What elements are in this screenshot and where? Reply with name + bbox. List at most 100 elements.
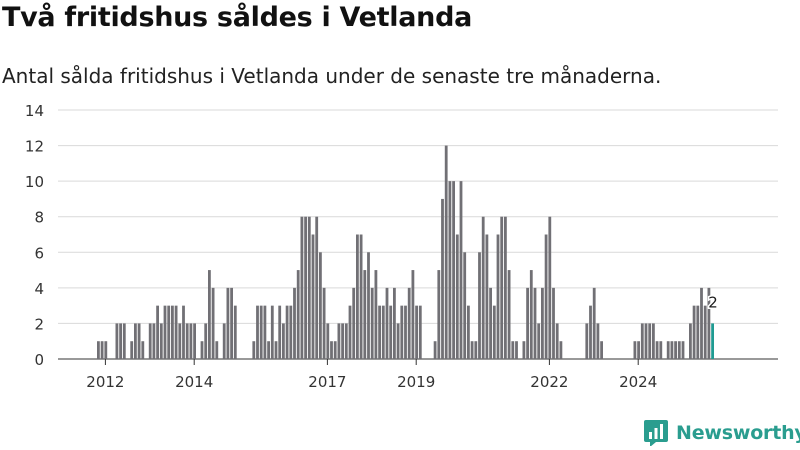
newsworthy-logo-icon (644, 420, 668, 446)
bar (359, 234, 363, 359)
bar (544, 234, 548, 359)
bar (659, 341, 663, 359)
bar (500, 216, 504, 359)
bar (289, 305, 293, 359)
bar (444, 145, 448, 359)
bar (204, 323, 208, 359)
y-tick-label: 2 (34, 315, 44, 333)
bar (189, 323, 193, 359)
bar (633, 341, 637, 359)
bar (344, 323, 348, 359)
chart-subtitle: Antal sålda fritidshus i Vetlanda under … (2, 64, 662, 88)
y-tick-label: 4 (34, 280, 44, 298)
bar (411, 270, 415, 359)
bar (122, 323, 126, 359)
bar (485, 234, 489, 359)
bar (511, 341, 515, 359)
bar (504, 216, 507, 359)
bar (226, 287, 230, 359)
bar (418, 305, 422, 359)
bar (541, 287, 544, 359)
bar (522, 341, 526, 359)
bar (104, 341, 108, 359)
bar (467, 305, 470, 359)
bar (433, 341, 437, 359)
bar (263, 305, 267, 359)
bar (378, 305, 381, 359)
bar (559, 341, 563, 359)
bar (148, 323, 152, 359)
bar (230, 287, 233, 359)
bar (692, 305, 696, 359)
bar (696, 305, 700, 359)
bar (322, 287, 326, 359)
bar (537, 323, 541, 359)
bar (296, 270, 300, 359)
bar (256, 305, 259, 359)
bar (259, 305, 263, 359)
bar (285, 305, 289, 359)
bar-latest (711, 323, 714, 359)
bar (233, 305, 237, 359)
bar (119, 323, 122, 359)
bar (507, 270, 511, 359)
bar (304, 216, 307, 359)
y-tick-label: 10 (25, 173, 44, 191)
chart-title: Två fritidshus såldes i Vetlanda (2, 2, 473, 33)
bar (137, 323, 141, 359)
bar (352, 287, 356, 359)
bar (370, 287, 374, 359)
bar (208, 270, 211, 359)
bar (363, 270, 367, 359)
bar (374, 270, 378, 359)
bar (311, 234, 315, 359)
bar (267, 341, 270, 359)
bar (300, 216, 304, 359)
bar (644, 323, 648, 359)
bar (130, 341, 134, 359)
bar (478, 252, 481, 359)
bar (222, 323, 226, 359)
bar (319, 252, 322, 359)
bar (437, 270, 441, 359)
bar (293, 287, 296, 359)
y-tick-label: 6 (34, 244, 44, 262)
bar (337, 323, 341, 359)
bar (396, 323, 400, 359)
bar (548, 216, 552, 359)
bar (552, 287, 555, 359)
latest-value-label: 2 (708, 293, 718, 311)
bar (592, 287, 596, 359)
bar (700, 287, 703, 359)
bar (193, 323, 196, 359)
bar (163, 305, 167, 359)
y-tick-label: 8 (34, 209, 44, 227)
bar (400, 305, 404, 359)
bar (481, 216, 485, 359)
bar (470, 341, 474, 359)
bar (655, 341, 659, 359)
x-tick-label: 2024 (619, 373, 657, 391)
bar (152, 323, 156, 359)
bar (533, 287, 537, 359)
bar (404, 305, 407, 359)
bar (555, 323, 559, 359)
bar (459, 181, 463, 359)
bar (367, 252, 370, 359)
bar (211, 287, 215, 359)
bar (652, 323, 655, 359)
bar (356, 234, 359, 359)
bar (167, 305, 171, 359)
bar (415, 305, 418, 359)
newsworthy-logo: Newsworthy (644, 420, 800, 446)
bar (677, 341, 681, 359)
bar (689, 323, 692, 359)
bar (156, 305, 159, 359)
bar (282, 323, 285, 359)
bar (326, 323, 330, 359)
brand-name: Newsworthy (676, 422, 800, 444)
bar (515, 341, 518, 359)
bar (182, 305, 185, 359)
bar (174, 305, 178, 359)
bar (600, 341, 603, 359)
